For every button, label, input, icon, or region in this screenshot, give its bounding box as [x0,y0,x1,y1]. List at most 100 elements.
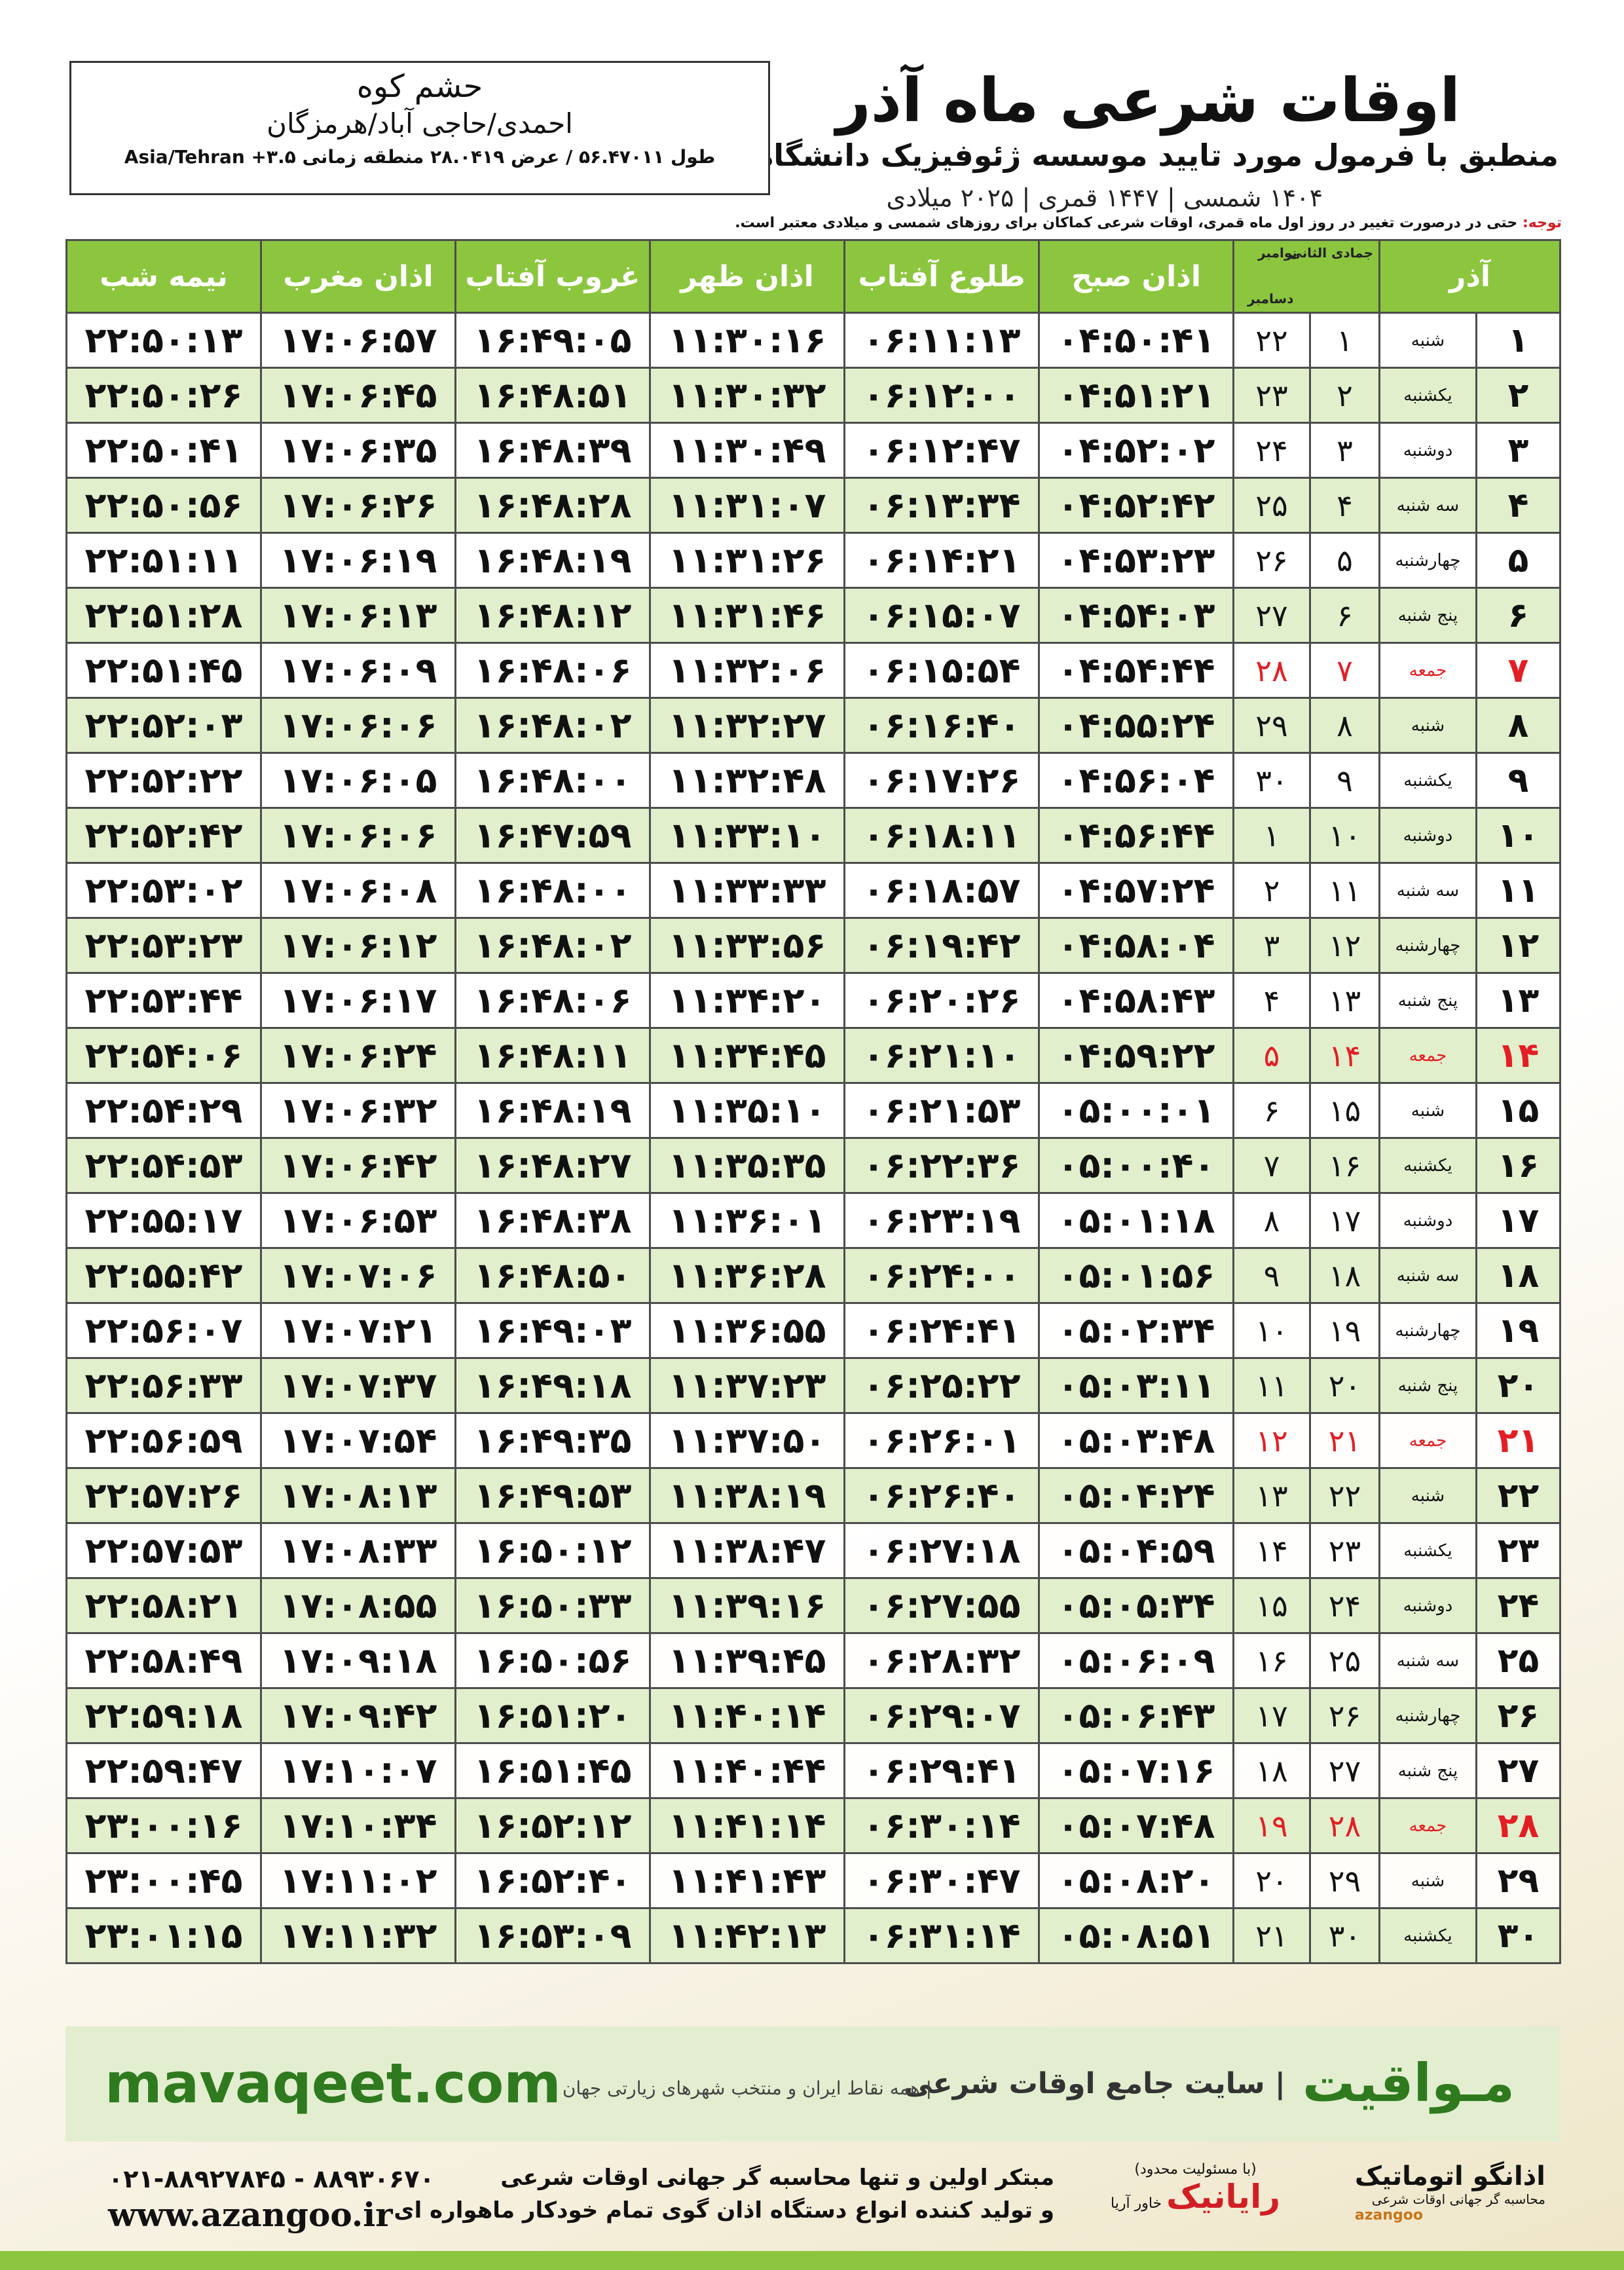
hijri-day: ۱۳ [1309,972,1380,1029]
logo-en: azangoo [1354,2207,1423,2223]
time: ۱۶:۵۱:۲۰ [454,1687,651,1744]
time: ۲۲:۵۶:۵۹ [65,1412,262,1469]
time: ۰۶:۱۸:۱۱ [843,807,1040,864]
time: ۰۶:۱۵:۵۴ [843,642,1040,699]
row: ۲۹ شنبه ۲۹ ۲۰ ۰۵:۰۸:۲۰ ۰۶:۳۰:۴۷ ۱۱:۴۱:۴۳ ۱۶:۵۲:… [65,1852,1561,1909]
time: ۱۷:۰۶:۲۶ [260,477,456,534]
logo-subtext: محاسبه گر جهانی اوقات شرعی [1371,2191,1545,2207]
day-number: ۲۵ [1475,1632,1561,1689]
time: ۲۲:۵۴:۰۶ [65,1027,262,1084]
weekday: جمعه [1378,1027,1477,1084]
logo-text: خاور آریا [1111,2195,1162,2212]
gregorian-day: ۳ [1232,917,1311,974]
time: ۱۷:۰۶:۱۷ [260,972,456,1029]
time: ۱۱:۳۲:۲۷ [649,697,845,754]
row: ۱۹ چهارشنبه ۱۹ ۱۰ ۰۵:۰۲:۳۴ ۰۶:۲۴:۴۱ ۱۱:۳۶:۵۵ ۱۶… [65,1302,1561,1359]
time: ۱۷:۰۸:۵۵ [260,1577,456,1634]
gregorian-day: ۱۶ [1232,1632,1311,1689]
time: ۲۲:۵۵:۴۲ [65,1247,262,1304]
time: ۲۲:۵۲:۲۲ [65,752,262,809]
gregorian-day: ۱۴ [1232,1522,1311,1579]
weekday: چهارشنبه [1378,917,1477,974]
header-calendars: جمادی الثانی نوامبر دسامبر [1232,239,1380,314]
time: ۰۴:۵۲:۰۲ [1038,422,1234,479]
time: ۱۱:۳۲:۴۸ [649,752,845,809]
time: ۰۶:۱۴:۲۱ [843,532,1040,589]
row: ۲ یکشنبه ۲ ۲۳ ۰۴:۵۱:۲۱ ۰۶:۱۲:۰۰ ۱۱:۳۰:۳۲ ۱۶:۴۸:… [65,367,1561,424]
promo-line: و تولید کننده انواع دستگاه اذان گوی تمام… [394,2197,1054,2223]
time: ۰۵:۰۶:۴۳ [1038,1687,1234,1744]
hijri-day: ۲۲ [1309,1467,1380,1524]
day-number: ۱۵ [1475,1082,1561,1139]
row: ۲۱ جمعه ۲۱ ۱۲ ۰۵:۰۳:۴۸ ۰۶:۲۶:۰۱ ۱۱:۳۷:۵۰ ۱۶:۴۹:… [65,1412,1561,1469]
row: ۲۴ دوشنبه ۲۴ ۱۵ ۰۵:۰۵:۳۴ ۰۶:۲۷:۵۵ ۱۱:۳۹:۱۶ ۱۶:۵… [65,1577,1561,1634]
time: ۱۷:۱۰:۰۷ [260,1742,456,1799]
site-url: mavaqeet.com [105,2051,561,2115]
time: ۰۶:۲۴:۰۰ [843,1247,1040,1304]
time: ۱۶:۴۸:۰۰ [454,862,651,919]
brand-note: | همه نقاط ایران و منتخب شهرهای زیارتی ج… [562,2077,932,2099]
time: ۰۵:۰۰:۴۰ [1038,1137,1234,1194]
time: ۱۷:۱۰:۳۴ [260,1797,456,1854]
weekday: شنبه [1378,312,1477,369]
time: ۱۱:۳۰:۱۶ [649,312,845,369]
gregorian-day: ۱۰ [1232,1302,1311,1359]
time: ۰۶:۲۷:۵۵ [843,1577,1040,1634]
time: ۲۲:۵۰:۲۶ [65,367,262,424]
weekday: جمعه [1378,1797,1477,1854]
time: ۰۴:۵۶:۴۴ [1038,807,1234,864]
web-url: www.azangoo.ir [108,2195,393,2234]
time: ۱۶:۵۰:۱۲ [454,1522,651,1579]
weekday: پنج شنبه [1378,1742,1477,1799]
row: ۱۰ دوشنبه ۱۰ ۱ ۰۴:۵۶:۴۴ ۰۶:۱۸:۱۱ ۱۱:۳۳:۱۰ ۱۶:۴۷… [65,807,1561,864]
time: ۰۶:۳۰:۴۷ [843,1852,1040,1909]
time: ۰۶:۱۹:۴۲ [843,917,1040,974]
time: ۱۷:۱۱:۰۲ [260,1852,456,1909]
hijri-day: ۴ [1309,477,1380,534]
time: ۰۴:۵۰:۴۱ [1038,312,1234,369]
row: ۲۶ چهارشنبه ۲۶ ۱۷ ۰۵:۰۶:۴۳ ۰۶:۲۹:۰۷ ۱۱:۴۰:۱۴ ۱۶… [65,1687,1561,1744]
time: ۰۵:۰۴:۲۴ [1038,1467,1234,1524]
time: ۰۵:۰۷:۱۶ [1038,1742,1234,1799]
time: ۱۶:۵۲:۴۰ [454,1852,651,1909]
time: ۱۷:۱۱:۳۲ [260,1907,456,1964]
time: ۲۲:۵۷:۵۳ [65,1522,262,1579]
time: ۱۶:۴۷:۵۹ [454,807,651,864]
row: ۷ جمعه ۷ ۲۸ ۰۴:۵۴:۴۴ ۰۶:۱۵:۵۴ ۱۱:۳۲:۰۶ ۱۶:۴۸:۰۶… [65,642,1561,699]
weekday: یکشنبه [1378,1907,1477,1964]
day-number: ۵ [1475,532,1561,589]
time: ۱۶:۴۹:۵۳ [454,1467,651,1524]
time: ۰۶:۲۷:۱۸ [843,1522,1040,1579]
time: ۰۶:۱۶:۴۰ [843,697,1040,754]
gregorian-day: ۱۵ [1232,1577,1311,1634]
time: ۲۲:۵۲:۰۳ [65,697,262,754]
time: ۱۷:۰۹:۴۲ [260,1687,456,1744]
time: ۰۶:۳۱:۱۴ [843,1907,1040,1964]
hijri-day: ۲ [1309,367,1380,424]
time: ۱۱:۳۵:۳۵ [649,1137,845,1194]
time: ۱۷:۰۶:۴۲ [260,1137,456,1194]
gregorian-day: ۹ [1232,1247,1311,1304]
hijri-day: ۲۹ [1309,1852,1380,1909]
time: ۱۷:۰۶:۳۲ [260,1082,456,1139]
time: ۱۱:۴۱:۱۴ [649,1797,845,1854]
day-number: ۲۱ [1475,1412,1561,1469]
time: ۰۴:۵۵:۲۴ [1038,697,1234,754]
azangoo-logo: اذانگو اتوماتیک محاسبه گر جهانی اوقات شر… [1355,2161,1545,2223]
brand-subtitle: | سایت جامع اوقات شرعی [904,2067,1285,2100]
weekday: پنج شنبه [1378,587,1477,644]
time: ۰۶:۲۲:۳۶ [843,1137,1040,1194]
time: ۱۷:۰۸:۱۳ [260,1467,456,1524]
hijri-day: ۲۴ [1309,1577,1380,1634]
weekday: یکشنبه [1378,1137,1477,1194]
time: ۱۶:۴۸:۰۶ [454,642,651,699]
time: ۱۱:۳۱:۲۶ [649,532,845,589]
day-number: ۲۲ [1475,1467,1561,1524]
time: ۲۲:۵۸:۴۹ [65,1632,262,1689]
time: ۰۶:۲۹:۰۷ [843,1687,1040,1744]
weekday: جمعه [1378,642,1477,699]
time: ۰۴:۵۴:۰۳ [1038,587,1234,644]
time: ۰۶:۲۰:۲۶ [843,972,1040,1029]
time: ۱۱:۳۳:۳۳ [649,862,845,919]
time: ۰۶:۱۱:۱۳ [843,312,1040,369]
